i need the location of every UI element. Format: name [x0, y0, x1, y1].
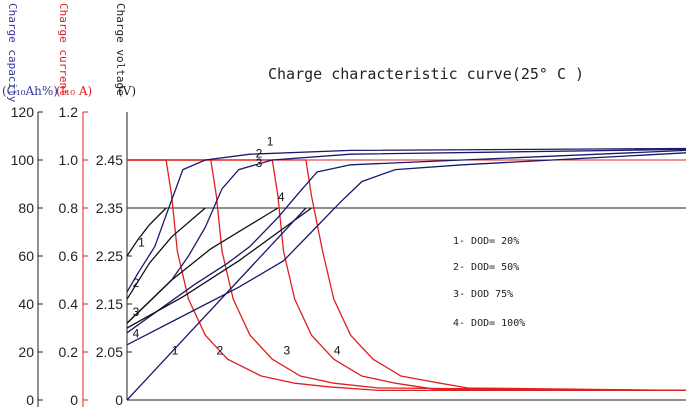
current-tick-label: 0.4	[59, 296, 79, 312]
reference-lines	[127, 159, 686, 209]
legend-item-1: 1- DOD= 20%	[453, 236, 519, 247]
capacity-tick-label: 40	[18, 296, 34, 312]
curve-label-capacity-4: 4	[133, 327, 140, 341]
capacity-curve-1	[126, 207, 167, 257]
current-ticks: 0 0.2 0.4 0.6 0.8 1.0 1.2	[59, 104, 88, 407]
capacity-curve-3	[126, 207, 279, 324]
current-tick-label: 1.2	[59, 104, 79, 120]
current-axis-label: Charge current	[57, 3, 70, 96]
voltage-zero-label: 0	[115, 392, 123, 407]
voltage-curve-4	[126, 152, 686, 346]
capacity-axis-label: Charge capacity	[6, 3, 19, 103]
voltage-ticks: 2.05 2.15 2.25 2.35 2.45 0	[96, 152, 132, 407]
current-curve-1	[127, 159, 686, 392]
curve-label-current-3: 3	[284, 343, 291, 357]
capacity-tick-label: 80	[18, 200, 34, 216]
current-unit-label: (I₁₀ A)	[56, 84, 92, 98]
voltage-curve-2	[126, 148, 686, 324]
current-tick-label: 0.8	[59, 200, 79, 216]
legend-item-3: 3- DOD 75%	[453, 289, 513, 300]
capacity-tick-label: 120	[11, 104, 35, 120]
capacity-ticks: 0 20 40 60 80 100 120	[11, 104, 43, 407]
curve-label-capacity-3: 3	[133, 305, 140, 319]
legend-item-4: 4- DOD= 100%	[453, 318, 525, 329]
legend-item-2: 2- DOD= 50%	[453, 262, 519, 273]
voltage-tick-label: 2.25	[96, 248, 123, 264]
curve-label-voltage-3: 3	[256, 156, 263, 170]
voltage-curve-1	[126, 147, 686, 293]
axis-header-current: Charge current	[57, 3, 70, 96]
voltage-tick-label: 2.45	[96, 152, 123, 168]
curve-label-voltage-2: 2	[256, 147, 263, 161]
capacity-curve-2	[126, 207, 206, 300]
chart-title: Charge characteristic curve(25° C )	[268, 65, 584, 83]
current-curve-4	[127, 159, 686, 392]
curve-label-capacity-1: 1	[138, 235, 145, 249]
capacity-curve-capacity-line	[126, 207, 307, 401]
voltage-series	[126, 147, 686, 346]
voltage-unit-label: (V)	[118, 84, 136, 98]
axis-header-voltage: Charge voltage	[114, 3, 127, 96]
current-tick-label: 1.0	[59, 152, 79, 168]
curve-label-current-2: 2	[216, 343, 223, 357]
capacity-curve-4	[126, 207, 312, 329]
curve-label-current-1: 1	[172, 343, 179, 357]
legend: 1- DOD= 20% 2- DOD= 50% 3- DOD 75% 4- DO…	[453, 236, 525, 329]
current-tick-label: 0.2	[59, 344, 79, 360]
axis-header-capacity: Charge capacity	[6, 3, 19, 103]
current-tick-label: 0	[70, 392, 78, 407]
voltage-tick-label: 2.35	[96, 200, 123, 216]
curve-label-capacity-2: 2	[133, 276, 140, 290]
voltage-axis-label: Charge voltage	[114, 3, 127, 96]
capacity-unit-label: (C₁₀Ah%)	[2, 84, 58, 98]
capacity-tick-label: 20	[18, 344, 34, 360]
capacity-tick-label: 0	[26, 392, 34, 407]
current-tick-label: 0.6	[59, 248, 79, 264]
current-curve-3	[127, 159, 686, 392]
capacity-tick-label: 100	[11, 152, 35, 168]
voltage-tick-label: 2.05	[96, 344, 123, 360]
curve-label-voltage-1: 1	[267, 135, 274, 149]
voltage-tick-label: 2.15	[96, 296, 123, 312]
curve-label-current-4: 4	[334, 343, 341, 357]
voltage-curve-3	[126, 149, 686, 334]
current-series	[127, 159, 686, 392]
capacity-tick-label: 60	[18, 248, 34, 264]
capacity-series	[126, 207, 312, 401]
curve-label-voltage-4: 4	[278, 190, 285, 204]
current-curve-2	[127, 159, 686, 392]
